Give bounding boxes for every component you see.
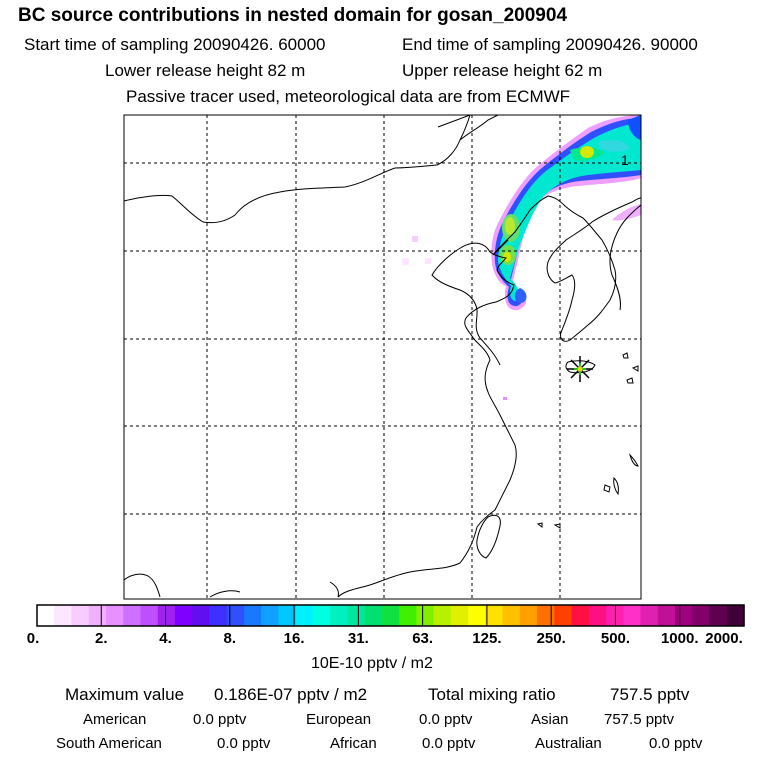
colorbar-swatch (37, 605, 55, 626)
region-name-asian: Asian (531, 711, 569, 728)
total-mixing-ratio-label: Total mixing ratio (428, 685, 556, 704)
colorbar-swatch (364, 605, 383, 626)
colorbar-swatch (54, 605, 73, 626)
colorbar-swatch (174, 605, 193, 626)
end-time-label: End time of sampling 20090426. 90000 (402, 35, 698, 54)
colorbar-swatch (71, 605, 90, 626)
colorbar-tick-label: 4. (159, 630, 172, 647)
colorbar-swatch (588, 605, 607, 626)
colorbar-swatch (468, 605, 486, 626)
colorbar-tick-label: 2. (95, 630, 108, 647)
maximum-value: 0.186E-07 pptv / m2 (214, 685, 368, 704)
colorbar-tick-label: 8. (223, 630, 237, 647)
region-value-american: 0.0 pptv (193, 711, 247, 728)
colorbar-tick-label: 63. (412, 630, 434, 647)
region-value-european: 0.0 pptv (419, 711, 473, 728)
colorbar-swatch (330, 605, 348, 626)
colorbar-swatch (433, 605, 452, 626)
colorbar-swatch (502, 605, 521, 626)
region-value-australian: 0.0 pptv (649, 735, 703, 752)
map-frame-background (124, 115, 641, 599)
colorbar-swatch (295, 605, 314, 626)
colorbar-swatch (192, 605, 211, 626)
region-value-asian: 757.5 pptv (604, 711, 675, 728)
colorbar-swatch (554, 605, 573, 626)
colorbar-swatch (347, 605, 366, 626)
colorbar-swatch (209, 605, 228, 626)
region-name-american: American (83, 711, 147, 728)
lat-lon-grid (124, 115, 641, 599)
maximum-value-label: Maximum value (65, 685, 185, 704)
colorbar-swatch (726, 605, 745, 626)
colorbar-swatch (399, 605, 417, 626)
receptor-star-marker (567, 356, 593, 382)
colorbar-swatch (243, 605, 262, 626)
contour-label: 1 (621, 152, 629, 168)
colorbar-swatch (157, 605, 176, 626)
colorbar-swatch (519, 605, 538, 626)
colorbar-swatch (623, 605, 642, 626)
colorbar-swatch (537, 605, 555, 626)
region-value-african: 0.0 pptv (422, 735, 476, 752)
colorbar-swatch (105, 605, 124, 626)
colorbar-swatch (312, 605, 331, 626)
tracer-note: Passive tracer used, meteorological data… (126, 87, 571, 106)
colorbar-units: 10E-10 pptv / m2 (311, 655, 433, 672)
colorbar-tick-label: 1000. (660, 630, 699, 647)
region-value-south-american: 0.0 pptv (217, 735, 271, 752)
colorbar-swatch (381, 605, 400, 626)
coastlines (124, 115, 641, 598)
colorbar-swatch (88, 605, 107, 626)
total-mixing-ratio-value: 757.5 pptv (610, 685, 690, 704)
colorbar-swatch (709, 605, 728, 626)
colorbar-swatch (450, 605, 469, 626)
country-borders (124, 115, 509, 598)
colorbar-swatch (261, 605, 280, 626)
colorbar-swatch (278, 605, 297, 626)
colorbar (36, 604, 745, 627)
colorbar-swatch (692, 605, 711, 626)
colorbar-swatch (657, 605, 676, 626)
map-frame (123, 114, 642, 600)
colorbar-swatch (640, 605, 659, 626)
colorbar-swatch (226, 605, 245, 626)
colorbar-swatch (416, 605, 435, 626)
region-name-european: European (306, 711, 372, 728)
colorbar-tick-label: 0. (26, 630, 40, 647)
region-name-african: African (330, 735, 377, 752)
colorbar-tick-label: 31. (347, 630, 369, 647)
region-name-south-american: South American (56, 735, 162, 752)
colorbar-tick-label: 16. (283, 630, 305, 647)
colorbar-swatch (485, 605, 504, 626)
colorbar-tick-label: 500. (600, 630, 631, 647)
colorbar-swatch (571, 605, 590, 626)
colorbar-tick-label: 250. (536, 630, 566, 647)
plot-title: BC source contributions in nested domain… (18, 5, 568, 26)
start-time-label: Start time of sampling 20090426. 60000 (24, 35, 326, 54)
region-name-australian: Australian (535, 735, 602, 752)
colorbar-swatch (123, 605, 142, 626)
lower-release-height-label: Lower release height 82 m (105, 61, 306, 80)
colorbar-frame (36, 604, 745, 627)
colorbar-tick-label: 125. (472, 630, 502, 647)
colorbar-swatch (140, 605, 159, 626)
colorbar-tick-label: 2000. (705, 630, 743, 647)
upper-release-height-label: Upper release height 62 m (402, 61, 603, 80)
colorbar-swatch (675, 605, 693, 626)
